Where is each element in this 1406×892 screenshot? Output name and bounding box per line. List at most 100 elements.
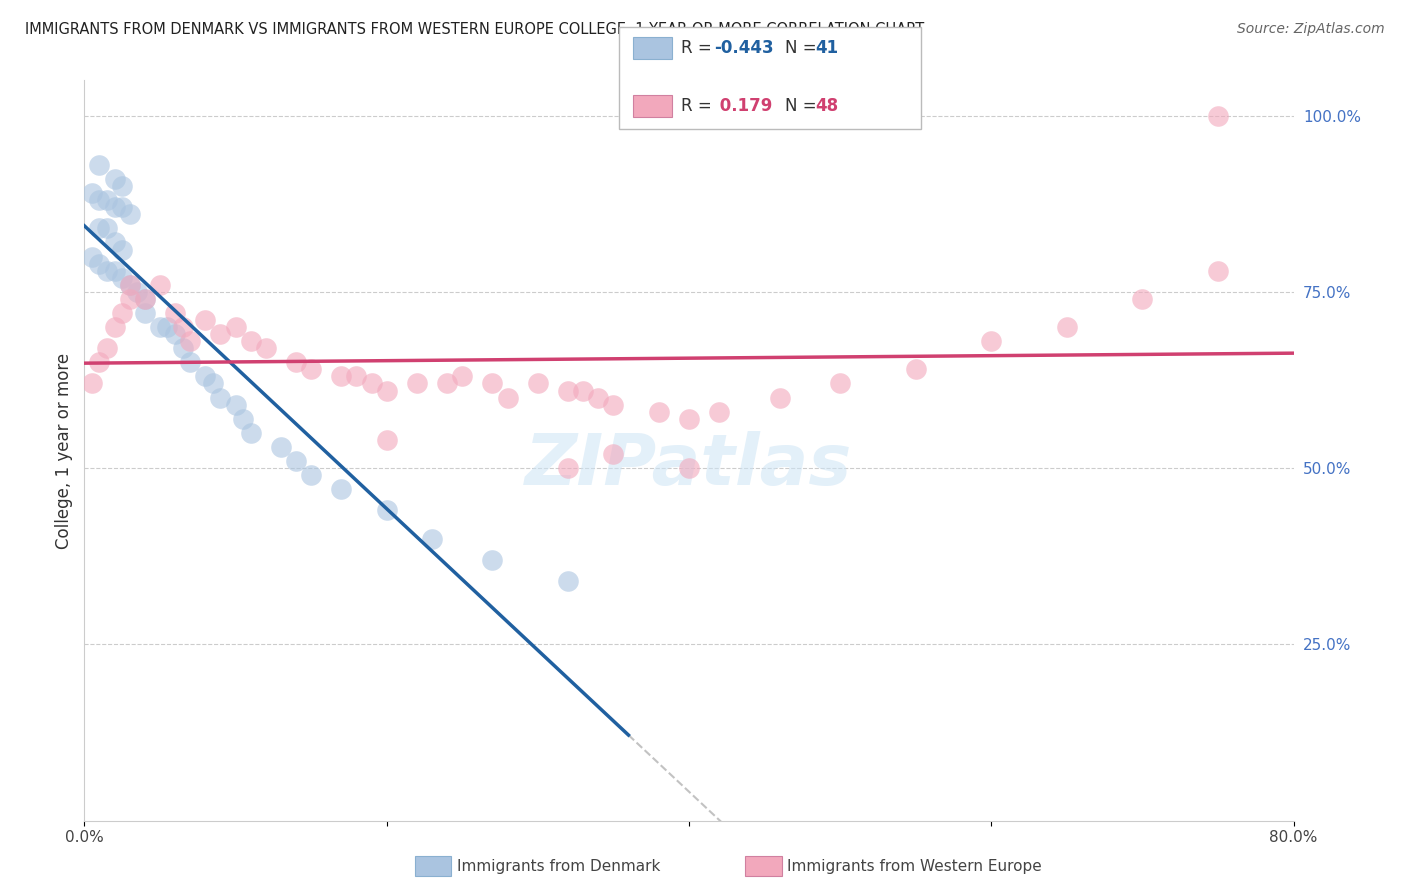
Point bbox=[232, 411, 254, 425]
Point bbox=[80, 376, 103, 391]
Point bbox=[285, 454, 308, 468]
Point bbox=[285, 355, 308, 369]
Point bbox=[557, 461, 579, 475]
Point bbox=[111, 179, 134, 194]
Text: Immigrants from Denmark: Immigrants from Denmark bbox=[457, 859, 661, 873]
Point bbox=[1056, 320, 1078, 334]
Point bbox=[436, 376, 458, 391]
Point bbox=[194, 313, 217, 327]
Point bbox=[89, 221, 111, 235]
Text: IMMIGRANTS FROM DENMARK VS IMMIGRANTS FROM WESTERN EUROPE COLLEGE, 1 YEAR OR MOR: IMMIGRANTS FROM DENMARK VS IMMIGRANTS FR… bbox=[25, 22, 925, 37]
Point bbox=[89, 158, 111, 172]
Point bbox=[557, 384, 579, 398]
Point bbox=[451, 369, 474, 384]
Point bbox=[149, 320, 172, 334]
Point bbox=[89, 355, 111, 369]
Point bbox=[375, 384, 398, 398]
Point bbox=[360, 376, 382, 391]
Text: 48: 48 bbox=[815, 97, 838, 115]
Point bbox=[346, 369, 368, 384]
Point bbox=[96, 221, 118, 235]
Point bbox=[1206, 263, 1229, 277]
Point bbox=[104, 320, 127, 334]
Point bbox=[1206, 109, 1229, 123]
Point bbox=[980, 334, 1002, 348]
Point bbox=[496, 391, 519, 405]
Point bbox=[80, 250, 103, 264]
Point bbox=[375, 433, 398, 447]
Point bbox=[225, 320, 247, 334]
Point bbox=[239, 334, 262, 348]
Point bbox=[1130, 292, 1153, 306]
Point bbox=[118, 292, 141, 306]
Point bbox=[602, 398, 624, 412]
Point bbox=[134, 306, 156, 320]
Point bbox=[118, 277, 141, 292]
Point bbox=[678, 461, 700, 475]
Point bbox=[481, 553, 503, 567]
Point bbox=[111, 200, 134, 214]
Point bbox=[225, 398, 247, 412]
Point bbox=[299, 468, 322, 483]
Point bbox=[89, 193, 111, 207]
Point bbox=[648, 405, 671, 419]
Point bbox=[527, 376, 550, 391]
Point bbox=[118, 207, 141, 221]
Text: 0.179: 0.179 bbox=[714, 97, 773, 115]
Text: 41: 41 bbox=[815, 39, 838, 57]
Point bbox=[96, 341, 118, 355]
Point bbox=[209, 327, 232, 342]
Point bbox=[104, 172, 127, 186]
Point bbox=[588, 391, 610, 405]
Point bbox=[330, 482, 353, 496]
Point bbox=[557, 574, 579, 588]
Text: N =: N = bbox=[785, 39, 821, 57]
Point bbox=[96, 193, 118, 207]
Point bbox=[80, 186, 103, 200]
Point bbox=[209, 391, 232, 405]
Point bbox=[481, 376, 503, 391]
Point bbox=[118, 277, 141, 292]
Text: Source: ZipAtlas.com: Source: ZipAtlas.com bbox=[1237, 22, 1385, 37]
Point bbox=[239, 425, 262, 440]
Point bbox=[904, 362, 927, 376]
Point bbox=[299, 362, 322, 376]
Text: R =: R = bbox=[681, 97, 717, 115]
Point bbox=[165, 306, 187, 320]
Point bbox=[254, 341, 277, 355]
Point bbox=[96, 263, 118, 277]
Point bbox=[194, 369, 217, 384]
Point bbox=[375, 503, 398, 517]
Point bbox=[830, 376, 852, 391]
Point bbox=[201, 376, 224, 391]
Point bbox=[149, 277, 172, 292]
Point bbox=[678, 411, 700, 425]
Text: Immigrants from Western Europe: Immigrants from Western Europe bbox=[787, 859, 1042, 873]
Point bbox=[156, 320, 179, 334]
Point bbox=[572, 384, 595, 398]
Point bbox=[104, 200, 127, 214]
Point bbox=[406, 376, 429, 391]
Point bbox=[172, 320, 194, 334]
Point bbox=[111, 270, 134, 285]
Point bbox=[134, 292, 156, 306]
Text: -0.443: -0.443 bbox=[714, 39, 773, 57]
Point bbox=[134, 292, 156, 306]
Point bbox=[330, 369, 353, 384]
Point bbox=[127, 285, 149, 299]
Y-axis label: College, 1 year or more: College, 1 year or more bbox=[55, 352, 73, 549]
Text: R =: R = bbox=[681, 39, 717, 57]
Point bbox=[104, 235, 127, 250]
Point bbox=[104, 263, 127, 277]
Point bbox=[709, 405, 731, 419]
Point bbox=[165, 327, 187, 342]
Point bbox=[111, 306, 134, 320]
Text: ZIPatlas: ZIPatlas bbox=[526, 431, 852, 500]
Point bbox=[89, 257, 111, 271]
Point bbox=[111, 243, 134, 257]
Point bbox=[179, 355, 201, 369]
Point bbox=[420, 532, 443, 546]
Point bbox=[179, 334, 201, 348]
Point bbox=[270, 440, 292, 454]
Text: N =: N = bbox=[785, 97, 821, 115]
